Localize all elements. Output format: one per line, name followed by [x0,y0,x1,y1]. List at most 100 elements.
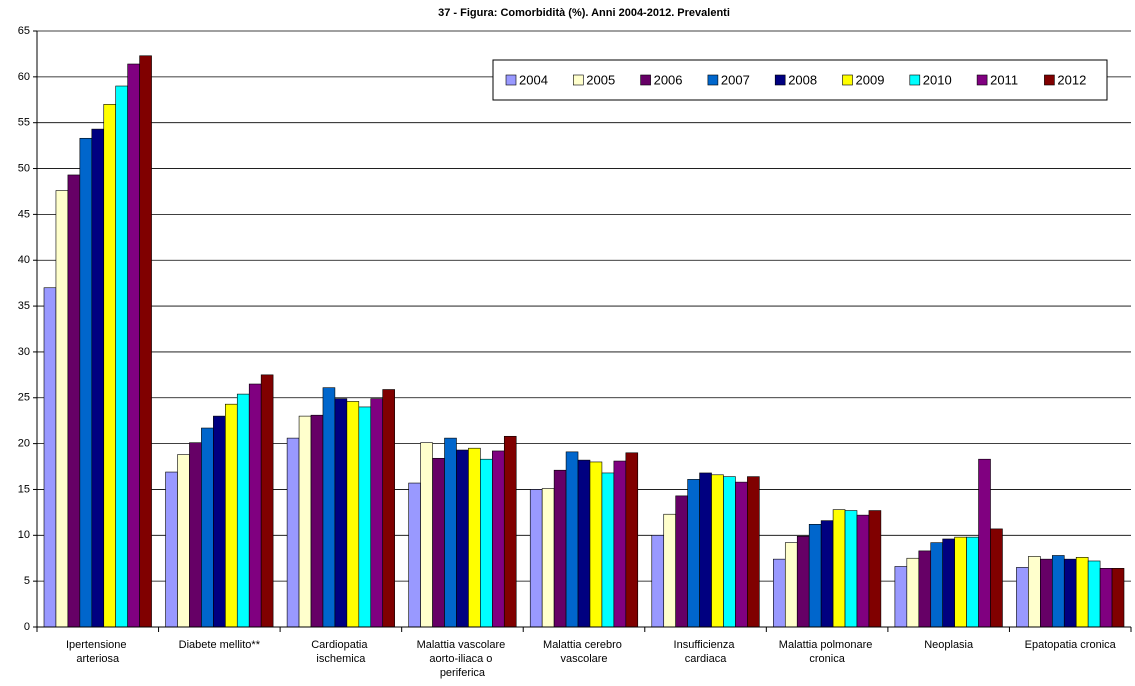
chart-title: 37 - Figura: Comorbidità (%). Anni 2004-… [438,7,730,19]
bar [541,488,555,628]
bar [687,479,700,628]
y-tick-label: 50 [18,162,30,174]
bar [918,550,932,628]
bar [663,513,676,628]
y-tick-label: 65 [18,25,30,37]
bar [382,389,395,628]
x-tick-label: Malattia vascolare aorto-iliaca o perife… [417,639,509,679]
bar [1040,558,1053,628]
x-tick-label: Neoplasia [924,639,974,651]
y-tick-label: 25 [18,392,30,404]
y-tick-label: 60 [18,71,30,83]
legend-swatch [774,74,786,86]
bar [79,137,93,628]
bar [201,427,214,628]
x-tick-label: Malattia cerebro vascolare [543,639,625,665]
x-tick-label: Diabete mellito** [179,639,261,651]
bar [322,387,336,628]
bar [480,458,493,628]
legend-label: 2005 [586,72,615,87]
bar [456,449,469,628]
bar [675,495,688,628]
bar [260,374,274,628]
y-tick-label: 30 [18,346,30,358]
legend-swatch [976,74,988,86]
bar [699,472,712,628]
bar [236,393,250,628]
bar [832,509,846,628]
bar [139,55,152,628]
x-tick-label: Insufficienza cardiaca [674,639,738,665]
legend-swatch [707,74,719,86]
bar [589,461,603,628]
bar [601,472,615,628]
y-tick-label: 55 [18,117,30,129]
bar [808,524,822,628]
bar [298,415,312,628]
bar [625,452,639,628]
bar [310,414,324,628]
y-tick-label: 15 [18,483,30,495]
bar [553,469,567,628]
legend-swatch [640,74,651,86]
bar [735,481,748,628]
bar [420,442,433,628]
bar [444,437,457,628]
bar [225,403,238,628]
legend-label: 2010 [923,72,952,87]
legend-box [492,59,1108,101]
y-tick-label: 5 [24,575,30,587]
legend-label: 2006 [654,72,683,87]
bar [43,287,57,628]
x-tick-label: Ipertensione arteriosa [66,639,130,665]
bar [723,476,736,628]
bar [248,383,262,628]
bar [773,558,786,628]
bar [894,566,908,628]
legend-label: 2011 [990,72,1018,87]
bar [165,471,178,628]
y-tick-label: 20 [18,438,30,450]
x-tick-label: Epatopatia cronica [1025,639,1117,651]
y-tick-label: 40 [18,254,30,266]
bar [1028,556,1041,628]
bar [177,454,190,628]
legend-label: 2004 [519,72,548,87]
bar [103,104,117,628]
bar [942,538,955,628]
bar [1075,557,1089,628]
bar [468,447,481,628]
y-tick-label: 45 [18,208,30,220]
bar [370,398,384,628]
legend-swatch [505,74,517,86]
legend-swatch [842,74,853,86]
bar [189,442,202,628]
bar [930,542,943,628]
bar [868,510,882,628]
bar [358,406,372,628]
y-tick-label: 35 [18,300,30,312]
bar [577,459,591,628]
bar [91,128,105,628]
bar [966,536,979,628]
legend-label: 2009 [856,72,885,87]
x-tick-label: Cardiopatia ischemica [311,639,370,665]
legend-label: 2012 [1057,72,1086,87]
bar [1051,555,1065,628]
y-tick-label: 10 [18,529,30,541]
y-tick-label: 0 [24,621,30,633]
legend-label: 2008 [788,72,817,87]
bar [711,474,724,628]
bar [1016,567,1029,628]
bar [1087,560,1101,628]
legend-label: 2007 [721,72,750,87]
bar [286,437,300,628]
bar [747,476,760,628]
bar [565,451,579,628]
bar [990,528,1003,628]
legend-swatch [909,74,921,86]
bar [613,460,627,628]
bar [127,63,140,628]
bar [213,415,226,628]
